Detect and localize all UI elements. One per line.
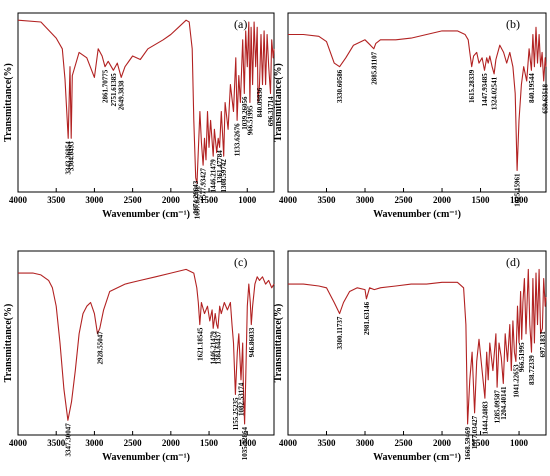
peak-label: 2928.55047 [96, 331, 104, 365]
peak-label: 1577.93427 [200, 168, 208, 202]
x-axis-label: Wavenumber (cm⁻¹) [373, 452, 461, 463]
x-tick-label: 3000 [356, 195, 375, 205]
x-tick-label: 2000 [433, 438, 452, 448]
x-axis-label: Wavenumber (cm⁻¹) [102, 209, 190, 220]
plot-frame-4 [287, 250, 547, 436]
x-tick-label: 1500 [472, 195, 491, 205]
peak-label: 3300.11737 [336, 316, 344, 349]
peak-label: 1446.21479 [210, 331, 218, 365]
peak-label: 1577.03427 [471, 415, 479, 449]
peak-label: 3347.30047 [64, 423, 72, 457]
peak-label: 1615.28339 [468, 69, 476, 103]
plot-frame-2 [287, 12, 547, 193]
x-tick-label: 2000 [162, 438, 181, 448]
x-tick-label: 3500 [47, 195, 66, 205]
peak-label: 1324.02541 [491, 76, 499, 110]
peak-label: 1204.40141 [500, 386, 508, 420]
x-tick-label: 4000 [9, 438, 28, 448]
peak-label: 1285.09587 [494, 390, 502, 424]
x-tick-label: 4000 [279, 438, 298, 448]
y-axis-label: Transmittance(%) [273, 304, 284, 383]
x-tick-label: 4000 [279, 195, 298, 205]
panel-label: (a) [234, 17, 247, 31]
peak-label: 1668.59469 [464, 426, 472, 460]
x-tick-label: 2500 [395, 195, 414, 205]
x-tick-label: 1000 [238, 438, 257, 448]
peak-label: 697.1831 [539, 331, 547, 358]
peak-label: 2751.61385 [110, 73, 118, 107]
x-tick-label: 2000 [162, 195, 181, 205]
y-axis-label: Transmittance(%) [3, 63, 14, 142]
x-tick-label: 3500 [318, 438, 337, 448]
peak-label: 1674.26643 [192, 180, 200, 214]
spectrum-line [288, 26, 547, 172]
peak-label: 1035.32864 [241, 426, 249, 460]
x-tick-label: 1500 [200, 438, 219, 448]
peak-label: 1155.25235 [232, 397, 240, 430]
peak-label: 966.51995 [246, 105, 254, 135]
peak-label: 3330.60586 [336, 69, 344, 103]
peak-label: 1041.22653 [512, 364, 520, 398]
peak-label: 1621.18545 [196, 327, 204, 361]
peak-label: 1657.82702 [194, 186, 202, 220]
peak-label: 2861.70775 [102, 69, 110, 103]
peak-label: 1039.26056 [241, 96, 249, 130]
x-tick-label: 1500 [200, 195, 219, 205]
x-tick-label: 2500 [124, 195, 143, 205]
panel-label: (d) [506, 255, 520, 269]
x-tick-label: 3000 [356, 438, 375, 448]
x-axis-label: Wavenumber (cm⁻¹) [373, 209, 461, 220]
x-tick-label: 4000 [9, 195, 28, 205]
x-tick-label: 1000 [510, 195, 529, 205]
x-tick-label: 2000 [433, 195, 452, 205]
peak-label: 3304.0493 [68, 141, 76, 171]
y-axis-label: Transmittance(%) [273, 63, 284, 142]
peak-label: 1384.64437 [214, 331, 222, 365]
x-tick-label: 1000 [238, 195, 257, 205]
peak-label: 1361.47784 [216, 150, 224, 184]
x-tick-label: 2500 [395, 438, 414, 448]
peak-label: 659.63518 [542, 84, 550, 114]
peak-label: 840.09836 [256, 87, 264, 117]
peak-label: 2981.63146 [363, 301, 371, 335]
spectrum-line [288, 268, 547, 425]
y-axis-label: Transmittance(%) [3, 304, 14, 383]
peak-label: 3343.36854 [65, 141, 73, 175]
peak-label: 2885.81107 [370, 51, 378, 84]
x-axis-label: Wavenumber (cm⁻¹) [102, 452, 190, 463]
peak-label: 1025.15961 [514, 173, 522, 207]
spectrum-line [17, 19, 275, 184]
x-tick-label: 3500 [47, 438, 66, 448]
peak-label: 696.31714 [267, 96, 275, 126]
x-tick-label: 3000 [85, 195, 104, 205]
peak-label: 1444.24883 [481, 401, 489, 435]
peak-label: 966.51995 [518, 342, 526, 372]
x-tick-label: 3000 [85, 438, 104, 448]
spectrum-line [18, 268, 275, 425]
x-tick-label: 2500 [124, 438, 143, 448]
peak-label: 1133.62676 [234, 123, 242, 156]
peak-label: 838.72339 [528, 355, 536, 385]
plot-frame-3 [17, 250, 275, 436]
peak-label: 2649.3838 [118, 80, 126, 110]
plot-frame-1 [17, 12, 275, 193]
peak-label: 1308.59742 [220, 159, 228, 193]
peak-label: 1446.21479 [210, 159, 218, 193]
x-tick-label: 1000 [510, 438, 529, 448]
x-tick-label: 1500 [472, 438, 491, 448]
peak-label: 840.19544 [528, 73, 536, 103]
panel-label: (b) [506, 17, 520, 31]
x-tick-label: 3500 [318, 195, 337, 205]
peak-label: 946.86033 [248, 327, 256, 357]
peak-label: 1082.53174 [237, 382, 245, 416]
peak-label: 1447.93485 [481, 73, 489, 107]
panel-label: (c) [234, 255, 247, 269]
